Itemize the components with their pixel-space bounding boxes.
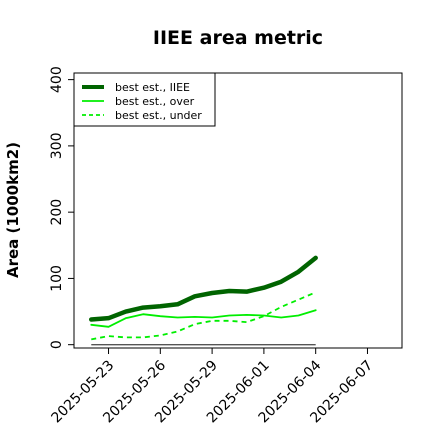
y-tick-label: 300: [49, 133, 65, 160]
y-tick-label: 100: [49, 265, 65, 292]
series-line-0: [89, 255, 318, 322]
legend-label-0: best est., IIEE: [115, 81, 190, 94]
y-tick-label: 0: [49, 340, 65, 349]
y-tick-label: 200: [49, 199, 65, 226]
series-line-2: [91, 291, 317, 341]
legend-label-1: best est., over: [115, 95, 195, 108]
chart-title: IIEE area metric: [153, 27, 323, 49]
series-line-1: [90, 309, 317, 328]
legend-label-2: best est., under: [115, 109, 202, 122]
legend-box: [73, 72, 216, 127]
y-axis-label: Area (1000km2): [4, 142, 22, 278]
y-tick-label: 400: [49, 66, 65, 93]
plot-area: [73, 72, 403, 349]
